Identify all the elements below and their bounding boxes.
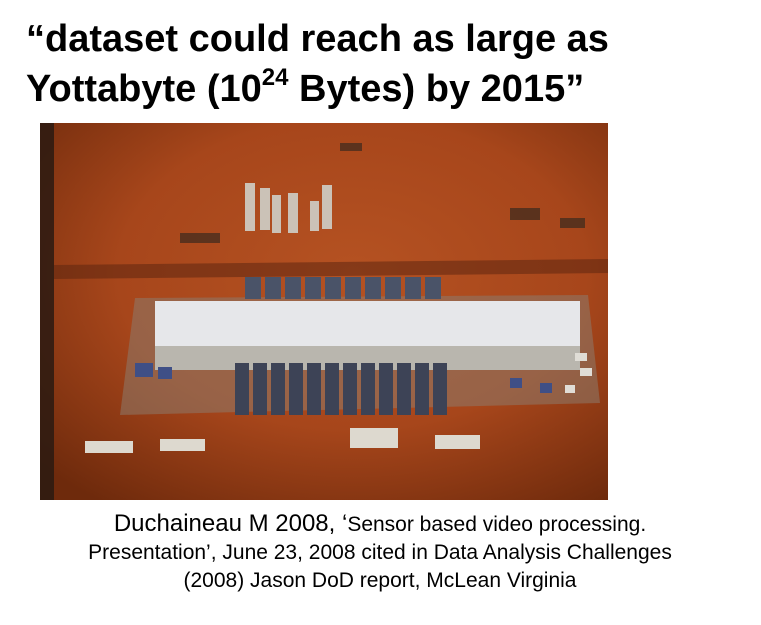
citation-line-3: (2008) Jason DoD report, McLean Virginia	[183, 569, 577, 592]
access-road	[54, 259, 608, 279]
trailers-group	[245, 183, 332, 233]
title-line-2-prefix: Yottabyte (10	[26, 68, 262, 110]
title-line-2-suffix: Bytes) by 2015”	[288, 68, 585, 110]
slide-title: “dataset could reach as large as Yottaby…	[26, 14, 746, 114]
rooftop-units-top	[245, 277, 441, 299]
parked-vehicles	[135, 363, 552, 393]
equipment-scatter	[180, 143, 585, 243]
right-vehicles	[565, 353, 592, 393]
citation-line-2: Presentation’, June 23, 2008 cited in Da…	[88, 541, 672, 564]
citation-author: Duchaineau M 2008, ‘	[113, 510, 348, 537]
title-exponent: 24	[261, 64, 289, 91]
bottom-trailers	[85, 428, 480, 453]
cooling-units-bottom	[235, 363, 447, 415]
aerial-photo-data-center	[40, 123, 608, 500]
citation-line-1: Sensor based video processing.	[347, 513, 647, 536]
citation: Duchaineau M 2008, ‘Sensor based video p…	[20, 510, 740, 595]
title-line-1: “dataset could reach as large as	[26, 18, 609, 60]
photo-left-edge	[40, 123, 54, 500]
data-center-roof	[155, 301, 580, 346]
